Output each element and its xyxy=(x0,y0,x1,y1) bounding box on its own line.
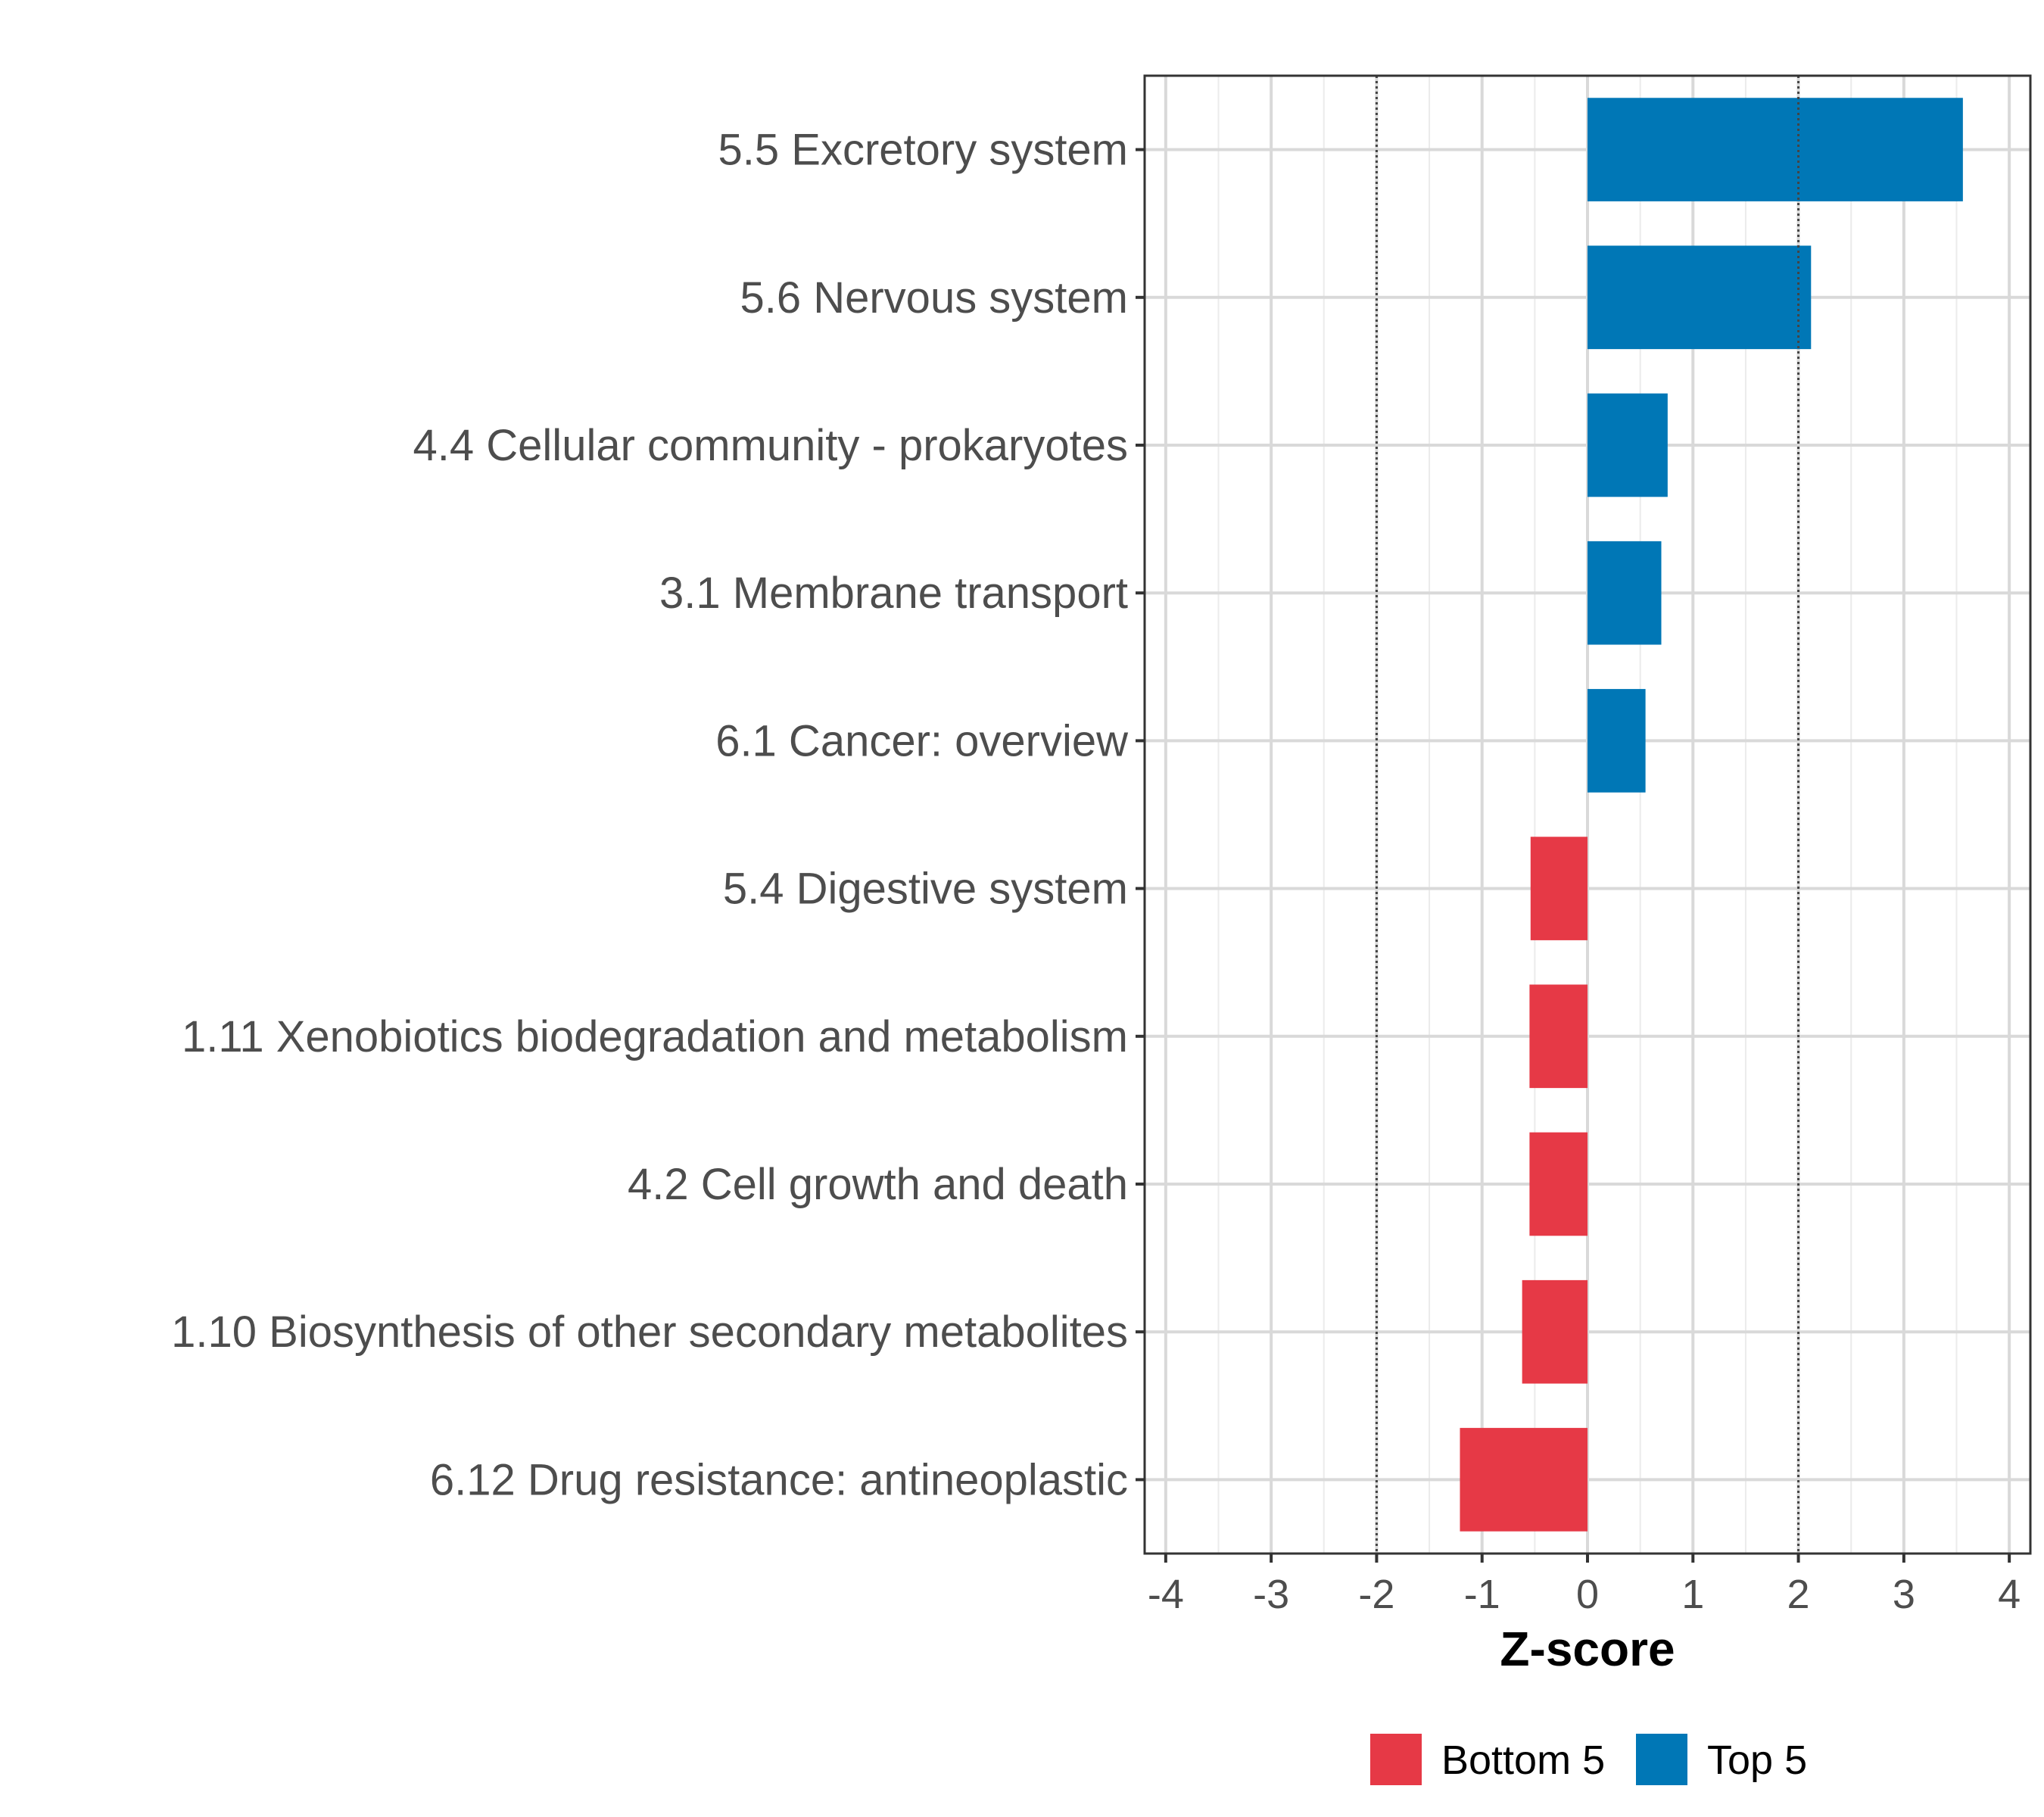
y-tick-label: 6.12 Drug resistance: antineoplastic xyxy=(430,1455,1128,1504)
y-tick-label: 6.1 Cancer: overview xyxy=(715,716,1129,765)
x-tick-label: -2 xyxy=(1358,1572,1394,1617)
reference-lines xyxy=(1375,76,1800,1554)
y-tick-label: 5.5 Excretory system xyxy=(718,126,1128,175)
y-tick-label: 5.4 Digestive system xyxy=(723,865,1128,914)
x-tick-label: 3 xyxy=(1893,1572,1915,1617)
x-tick-label: 2 xyxy=(1787,1572,1810,1617)
legend: Bottom 5 Top 5 xyxy=(1370,1734,1807,1785)
bar xyxy=(1460,1428,1588,1532)
bar xyxy=(1529,1132,1588,1236)
x-tick-label: 0 xyxy=(1576,1572,1599,1617)
legend-label: Bottom 5 xyxy=(1441,1738,1605,1783)
y-tick-label: 1.10 Biosynthesis of other secondary met… xyxy=(171,1307,1128,1357)
x-axis-title: Z-score xyxy=(1500,1622,1675,1676)
axis-layer: 5.5 Excretory system 5.6 Nervous system 4.… xyxy=(171,126,2021,1617)
legend-label: Top 5 xyxy=(1707,1738,1807,1783)
bar xyxy=(1588,689,1646,793)
bar xyxy=(1588,393,1668,497)
y-tick-label: 3.1 Membrane transport xyxy=(659,569,1128,618)
y-tick-label: 4.4 Cellular community - prokaryotes xyxy=(413,421,1128,470)
legend-item: Bottom 5 xyxy=(1370,1734,1605,1785)
legend-swatch xyxy=(1636,1734,1687,1785)
x-tick-label: 1 xyxy=(1681,1572,1704,1617)
y-tick-label: 5.6 Nervous system xyxy=(740,273,1128,323)
bar xyxy=(1522,1279,1588,1384)
x-tick-label: 4 xyxy=(1998,1572,2021,1617)
bar xyxy=(1588,245,1812,350)
legend-item: Top 5 xyxy=(1636,1734,1807,1785)
x-tick-label: -3 xyxy=(1253,1572,1289,1617)
bar-layer xyxy=(1460,98,1963,1532)
x-tick-label: -4 xyxy=(1148,1572,1184,1617)
bar xyxy=(1530,837,1588,940)
y-tick-label: 1.11 Xenobiotics biodegradation and meta… xyxy=(182,1012,1128,1061)
x-tick-label: -1 xyxy=(1464,1572,1500,1617)
legend-swatch xyxy=(1370,1734,1422,1785)
bar xyxy=(1529,984,1588,1089)
y-tick-label: 4.2 Cell growth and death xyxy=(628,1160,1128,1209)
bar xyxy=(1588,98,1963,201)
bar xyxy=(1588,541,1662,645)
